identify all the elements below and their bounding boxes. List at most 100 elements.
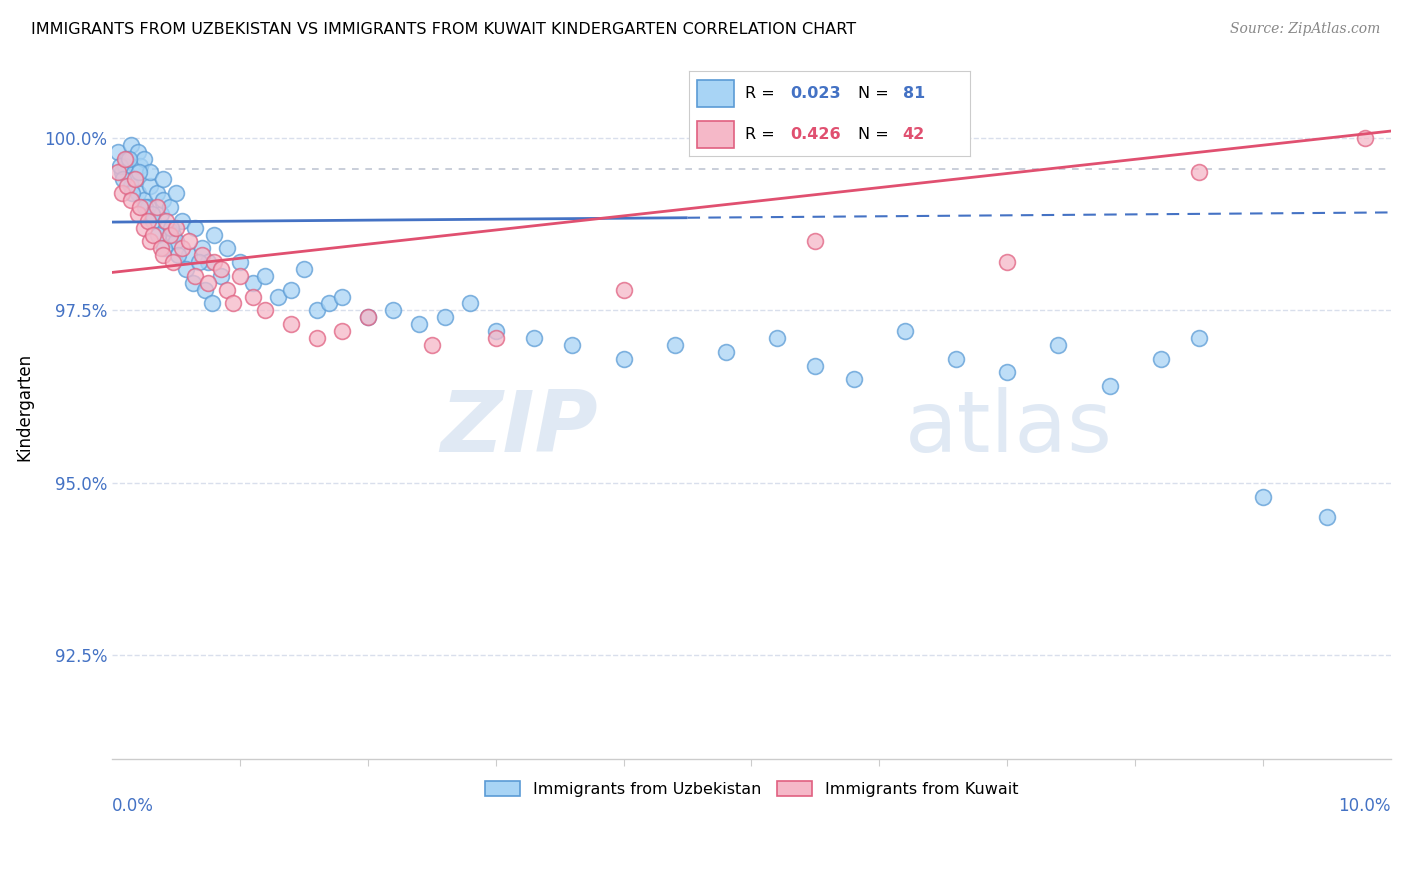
Point	[187, 255, 209, 269]
Point	[292, 262, 315, 277]
Point	[139, 165, 162, 179]
Point	[804, 359, 827, 373]
Legend: Immigrants from Uzbekistan, Immigrants from Kuwait: Immigrants from Uzbekistan, Immigrants f…	[478, 774, 1025, 804]
Point	[408, 317, 430, 331]
Point	[201, 296, 224, 310]
Point	[318, 296, 340, 310]
Point	[894, 324, 917, 338]
Text: 42: 42	[903, 127, 925, 142]
Point	[120, 179, 142, 194]
Point	[129, 200, 152, 214]
Point	[117, 152, 139, 166]
Point	[485, 331, 508, 345]
Point	[305, 331, 328, 345]
Point	[242, 276, 264, 290]
Point	[152, 193, 174, 207]
Point	[202, 255, 225, 269]
Point	[523, 331, 546, 345]
Point	[190, 241, 212, 255]
Point	[111, 165, 134, 179]
Point	[107, 165, 129, 179]
Point	[165, 220, 187, 235]
Text: 10.0%: 10.0%	[1339, 797, 1391, 815]
Point	[165, 235, 187, 249]
Point	[134, 200, 156, 214]
Point	[121, 186, 143, 200]
Point	[159, 200, 181, 214]
Point	[267, 289, 290, 303]
Point	[995, 255, 1018, 269]
Point	[159, 227, 181, 242]
Point	[613, 283, 636, 297]
Point	[1188, 331, 1211, 345]
Point	[1188, 165, 1211, 179]
Point	[804, 235, 827, 249]
Point	[613, 351, 636, 366]
Point	[141, 207, 163, 221]
Text: 0.426: 0.426	[790, 127, 841, 142]
Bar	[697, 80, 734, 107]
Point	[146, 227, 169, 242]
Text: atlas: atlas	[905, 386, 1114, 469]
Point	[217, 241, 239, 255]
Point	[114, 159, 136, 173]
Point	[766, 331, 789, 345]
Point	[1316, 510, 1339, 524]
Point	[1098, 379, 1121, 393]
Point	[117, 179, 139, 194]
Point	[117, 152, 139, 166]
Text: 81: 81	[903, 86, 925, 101]
Point	[254, 268, 277, 283]
Point	[132, 220, 155, 235]
Point	[209, 268, 232, 283]
Point	[357, 310, 380, 325]
Point	[420, 338, 443, 352]
Point	[155, 220, 177, 235]
Point	[127, 186, 149, 200]
Point	[124, 172, 146, 186]
Point	[177, 235, 200, 249]
Point	[114, 152, 136, 166]
Point	[127, 145, 149, 159]
Y-axis label: Kindergarten: Kindergarten	[15, 353, 32, 461]
Point	[124, 172, 146, 186]
Point	[172, 213, 194, 227]
Text: N =: N =	[858, 86, 894, 101]
Point	[190, 248, 212, 262]
Point	[945, 351, 967, 366]
Point	[222, 296, 245, 310]
Point	[142, 213, 165, 227]
Point	[184, 268, 207, 283]
Point	[433, 310, 456, 325]
Point	[162, 227, 184, 242]
Point	[172, 241, 194, 255]
Point	[112, 172, 135, 186]
Point	[139, 179, 162, 194]
Point	[132, 193, 155, 207]
Point	[111, 186, 134, 200]
Point	[152, 172, 174, 186]
Point	[165, 186, 187, 200]
Point	[149, 207, 172, 221]
Point	[108, 159, 131, 173]
Point	[664, 338, 686, 352]
Point	[128, 165, 150, 179]
Point	[330, 289, 353, 303]
Point	[1251, 490, 1274, 504]
Point	[561, 338, 583, 352]
Point	[330, 324, 353, 338]
Point	[155, 213, 177, 227]
Point	[127, 207, 149, 221]
Point	[167, 248, 190, 262]
Text: N =: N =	[858, 127, 894, 142]
Point	[129, 159, 152, 173]
Text: Source: ZipAtlas.com: Source: ZipAtlas.com	[1230, 22, 1381, 37]
Point	[458, 296, 481, 310]
Point	[485, 324, 508, 338]
Point	[194, 283, 217, 297]
Point	[995, 366, 1018, 380]
Point	[162, 255, 184, 269]
Point	[159, 220, 181, 235]
Text: 0.023: 0.023	[790, 86, 841, 101]
Point	[120, 137, 142, 152]
